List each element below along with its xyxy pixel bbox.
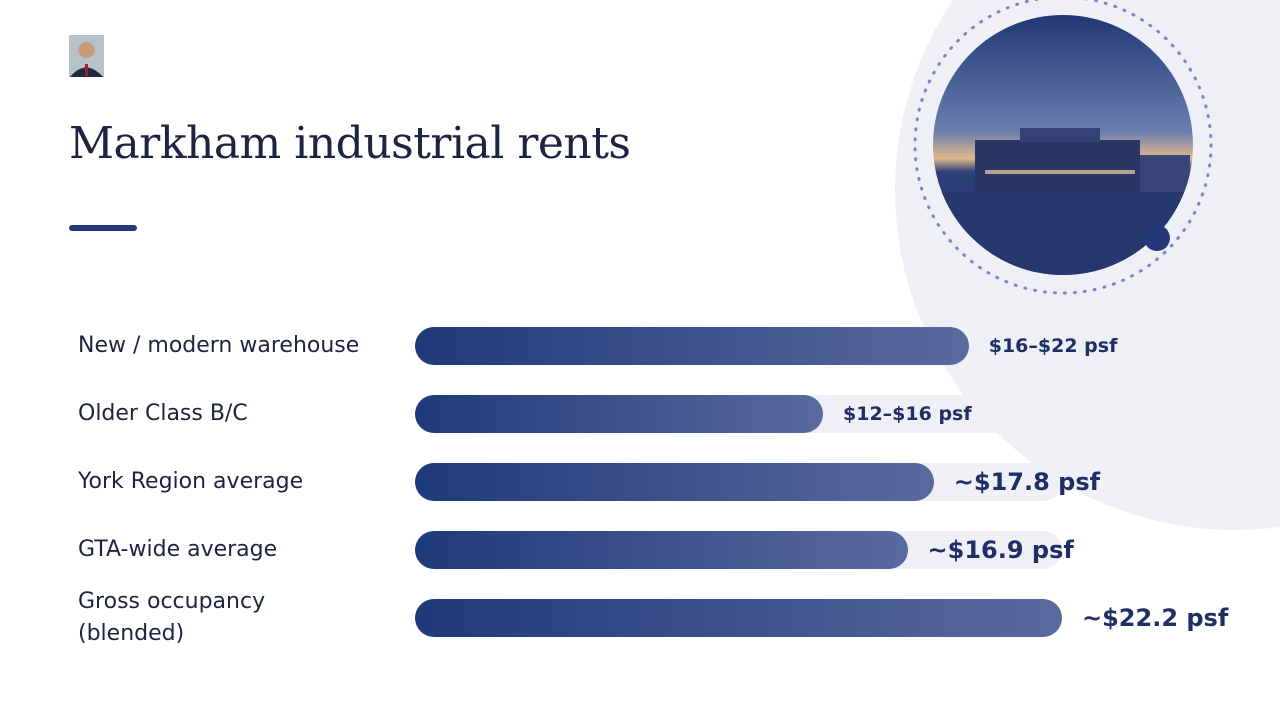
value-label: $12–$16 psf [843, 403, 972, 425]
bar [415, 599, 1062, 637]
value-label: ~$22.2 psf [1082, 604, 1229, 632]
value-label: ~$16.9 psf [927, 536, 1074, 564]
bar [415, 327, 969, 365]
category-label: Older Class B/C [78, 401, 248, 426]
dotted-ring [913, 0, 1213, 295]
value-label: $16–$22 psf [988, 335, 1118, 357]
headshot [69, 35, 104, 77]
bar [415, 463, 934, 501]
title-underline [69, 225, 137, 231]
value-label: ~$17.8 psf [953, 468, 1101, 496]
accent-dot [1144, 225, 1170, 251]
category-label: Gross occupancy (blended) [78, 589, 266, 646]
chart-title: Markham industrial rents [69, 118, 631, 169]
category-label: GTA-wide average [78, 537, 278, 562]
category-label: New / modern warehouse [78, 333, 360, 358]
category-label: York Region average [78, 469, 304, 494]
bar [415, 531, 908, 569]
bar [415, 395, 824, 433]
